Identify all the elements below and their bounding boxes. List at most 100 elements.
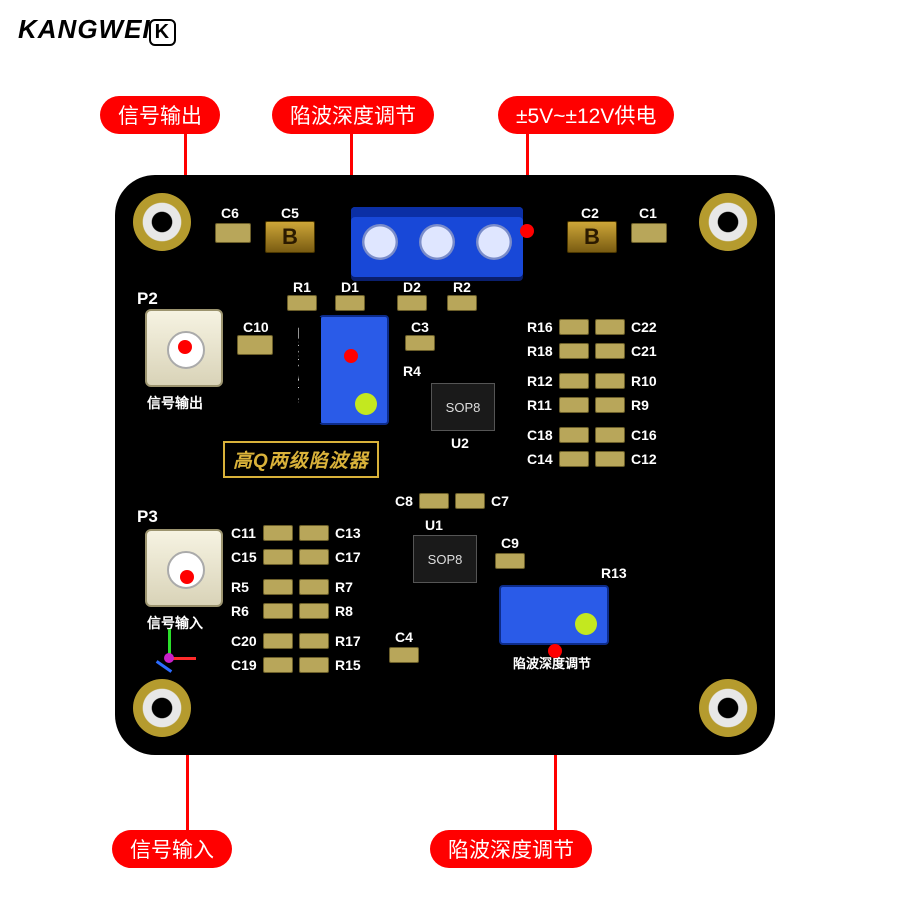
silkscreen-ref: C13 xyxy=(335,525,361,541)
terminal-screw xyxy=(476,224,512,260)
silkscreen-label: 信号输出 xyxy=(147,393,203,413)
silkscreen-ref: R5 xyxy=(231,579,249,595)
component-tantalum: B xyxy=(265,221,315,253)
component-smd xyxy=(419,493,449,509)
silkscreen-ref: C1 xyxy=(639,205,657,221)
component-smd xyxy=(559,397,589,413)
component-diode xyxy=(335,295,365,311)
silkscreen-ref: C19 xyxy=(231,657,257,673)
silkscreen-ref: C2 xyxy=(581,205,599,221)
silkscreen-ref: R12 xyxy=(527,373,553,389)
silkscreen-ref: C14 xyxy=(527,451,553,467)
silkscreen-ref: R16 xyxy=(527,319,553,335)
silkscreen-ref: R4 xyxy=(403,363,421,379)
component-smd xyxy=(299,603,329,619)
callout-signal-input: 信号输入 xyxy=(112,830,232,868)
silkscreen-ref: C9 xyxy=(501,535,519,551)
component-smd xyxy=(595,373,625,389)
ic-u1: SOP8 xyxy=(413,535,477,583)
terminal-screw xyxy=(362,224,398,260)
component-smd xyxy=(559,373,589,389)
silkscreen-ref: C20 xyxy=(231,633,257,649)
component-smd xyxy=(559,343,589,359)
component-smd xyxy=(595,343,625,359)
silkscreen-ref: R18 xyxy=(527,343,553,359)
silkscreen-ref: R1 xyxy=(293,279,311,295)
callout-power: ±5V~±12V供电 xyxy=(498,96,674,134)
component-smd xyxy=(263,579,293,595)
notch-depth-trimpot-bottom[interactable] xyxy=(499,585,609,645)
silkscreen-ref: R6 xyxy=(231,603,249,619)
silkscreen-ref: C11 xyxy=(231,525,256,541)
component-capacitor xyxy=(215,223,251,243)
silkscreen-ref: C16 xyxy=(631,427,657,443)
silkscreen-ref: P2 xyxy=(137,289,158,309)
component-smd xyxy=(263,525,293,541)
silkscreen-ref: C7 xyxy=(491,493,509,509)
dot-signal-output xyxy=(178,340,192,354)
silkscreen-label: 信号输入 xyxy=(147,613,203,633)
power-terminal-block[interactable] xyxy=(351,207,523,277)
component-capacitor xyxy=(237,335,273,355)
component-smd xyxy=(263,549,293,565)
callout-notch-depth-top-text: 陷波深度调节 xyxy=(290,105,416,128)
notch-depth-trimpot-top[interactable] xyxy=(319,315,389,425)
brand-text: KANGWEI xyxy=(18,14,151,44)
component-smd xyxy=(455,493,485,509)
pcb-board: C6 C5 B C2 B C1 P2 信号输出 R1 D1 D2 R2 C10 … xyxy=(115,175,775,755)
callout-signal-output: 信号输出 xyxy=(100,96,220,134)
component-smd xyxy=(389,647,419,663)
component-smd xyxy=(595,319,625,335)
silkscreen-ref: R15 xyxy=(335,657,361,673)
mounting-hole xyxy=(133,679,191,737)
component-smd xyxy=(299,633,329,649)
component-capacitor xyxy=(405,335,435,351)
component-smd xyxy=(595,451,625,467)
silkscreen-ref: R7 xyxy=(335,579,353,595)
silkscreen-ref: C22 xyxy=(631,319,657,335)
callout-notch-depth-bottom-text: 陷波深度调节 xyxy=(448,839,574,862)
silkscreen-ref: R13 xyxy=(601,565,627,581)
component-smd xyxy=(559,319,589,335)
silkscreen-ref: C5 xyxy=(281,205,299,221)
terminal-screw xyxy=(419,224,455,260)
silkscreen-ref: C18 xyxy=(527,427,553,443)
silkscreen-ref: C10 xyxy=(243,319,269,335)
component-smd xyxy=(263,633,293,649)
mounting-hole xyxy=(699,679,757,737)
silkscreen-ref: D1 xyxy=(341,279,359,295)
component-resistor xyxy=(287,295,317,311)
callout-power-text: ±5V~±12V供电 xyxy=(516,105,656,128)
silkscreen-ref: R9 xyxy=(631,397,649,413)
silkscreen-ref: R17 xyxy=(335,633,361,649)
dot-power xyxy=(520,224,534,238)
callout-signal-output-text: 信号输出 xyxy=(118,105,202,128)
component-smd xyxy=(263,657,293,673)
silkscreen-ref: U2 xyxy=(451,435,469,451)
component-smd xyxy=(299,579,329,595)
silkscreen-ref: C8 xyxy=(395,493,413,509)
silkscreen-ref: C3 xyxy=(411,319,429,335)
callout-signal-input-text: 信号输入 xyxy=(130,839,214,862)
component-tantalum: B xyxy=(567,221,617,253)
origin-axis-icon xyxy=(145,635,195,685)
component-smd xyxy=(299,657,329,673)
dot-notch-depth-bottom xyxy=(548,644,562,658)
silkscreen-ref: R2 xyxy=(453,279,471,295)
mounting-hole xyxy=(133,193,191,251)
component-smd xyxy=(595,397,625,413)
component-smd xyxy=(299,549,329,565)
brand-mark: K xyxy=(149,19,176,46)
silkscreen-ref: R8 xyxy=(335,603,353,619)
component-capacitor xyxy=(631,223,667,243)
silkscreen-ref: C21 xyxy=(631,343,657,359)
silkscreen-ref: C12 xyxy=(631,451,657,467)
silkscreen-ref: D2 xyxy=(403,279,421,295)
signal-input-connector[interactable] xyxy=(145,529,223,607)
brand-logo: KANGWEIK xyxy=(18,14,176,46)
silkscreen-ref: U1 xyxy=(425,517,443,533)
board-title: 高Q两级陷波器 xyxy=(223,441,379,478)
silkscreen-ref: C6 xyxy=(221,205,239,221)
callout-notch-depth-bottom: 陷波深度调节 xyxy=(430,830,592,868)
ic-u2: SOP8 xyxy=(431,383,495,431)
